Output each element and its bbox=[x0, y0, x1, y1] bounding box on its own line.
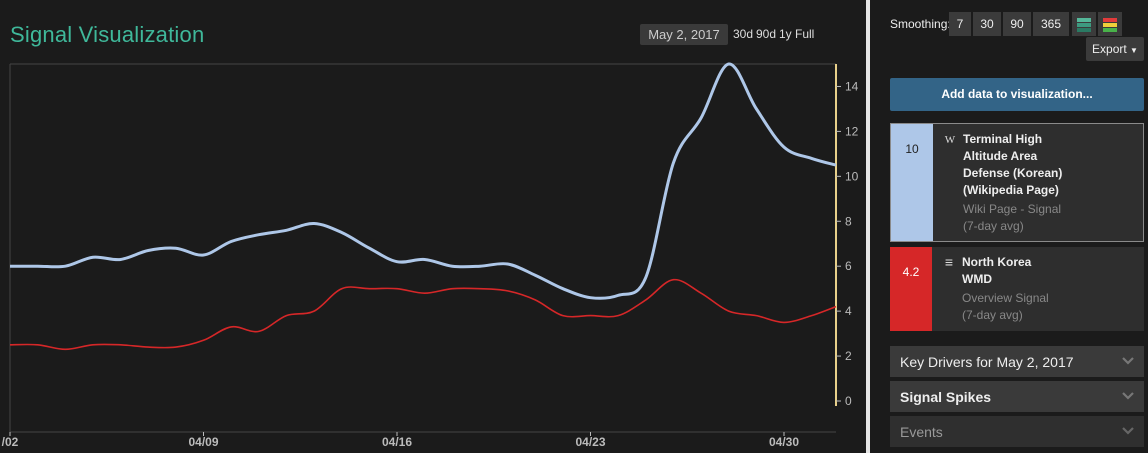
signal-value: 10 bbox=[891, 124, 933, 241]
range-30d-button[interactable]: 30d bbox=[733, 27, 754, 41]
signal-value: 4.2 bbox=[890, 247, 932, 331]
x-tick-label: 04/30 bbox=[769, 435, 799, 449]
smoothing-90-button[interactable]: 90 bbox=[1003, 12, 1031, 36]
x-tick-label: /02 bbox=[2, 435, 19, 449]
series-line-north-korea bbox=[9, 278, 837, 351]
signal-card-north-korea[interactable]: 4.2 ≡ North Korea WMD Overview Signal (7… bbox=[890, 247, 1144, 331]
sidebar: Smoothing: 7 30 90 365 Export ▼ Add data… bbox=[876, 0, 1148, 453]
smoothing-7-button[interactable]: 7 bbox=[949, 12, 971, 36]
list-icon: ≡ bbox=[944, 254, 954, 270]
y-tick-label: 0 bbox=[845, 394, 852, 408]
y-tick-label: 14 bbox=[845, 79, 859, 93]
signal-spikes-accordion[interactable]: Signal Spikes bbox=[890, 381, 1144, 412]
signal-name: North Korea WMD bbox=[962, 255, 1032, 286]
chevron-down-icon bbox=[1122, 357, 1134, 365]
signal-chart[interactable]: 0 2 4 6 8 10 12 14/02 04/09 04/16 04/23 04/30 bbox=[0, 0, 862, 453]
accordion-label: Signal Spikes bbox=[900, 389, 992, 405]
chevron-down-icon bbox=[1122, 427, 1134, 435]
wikipedia-icon: W bbox=[944, 134, 956, 146]
smoothing-label: Smoothing: bbox=[890, 17, 951, 31]
x-tick-label: 04/23 bbox=[575, 435, 605, 449]
scrollbar-thumb[interactable] bbox=[866, 0, 870, 453]
range-1y-button[interactable]: 1y bbox=[779, 27, 792, 41]
smoothing-365-button[interactable]: 365 bbox=[1033, 12, 1069, 36]
y-tick-label: 10 bbox=[845, 169, 859, 183]
x-tick-label: 04/09 bbox=[188, 435, 218, 449]
panel-divider-scrollbar[interactable] bbox=[862, 0, 876, 453]
selected-date-badge[interactable]: May 2, 2017 bbox=[640, 24, 728, 45]
chart-panel: Signal Visualization May 2, 2017 30d 90d… bbox=[0, 0, 862, 453]
export-button[interactable]: Export ▼ bbox=[1086, 37, 1144, 61]
range-full-button[interactable]: Full bbox=[795, 27, 815, 41]
events-accordion[interactable]: Events bbox=[890, 416, 1144, 447]
signal-name: Terminal High Altitude Area Defense (Kor… bbox=[963, 132, 1063, 197]
accordion-label: Events bbox=[900, 424, 943, 440]
smoothing-30-button[interactable]: 30 bbox=[973, 12, 1001, 36]
range-90d-button[interactable]: 90d bbox=[756, 27, 777, 41]
add-data-button[interactable]: Add data to visualization... bbox=[890, 78, 1144, 111]
signal-avg: (7-day avg) bbox=[962, 308, 1023, 322]
y-tick-label: 8 bbox=[845, 214, 852, 228]
multicolor-palette-icon[interactable] bbox=[1098, 12, 1122, 36]
signal-card-thaad[interactable]: 10 W Terminal High Altitude Area Defense… bbox=[890, 123, 1144, 242]
signal-type: Wiki Page - Signal bbox=[963, 202, 1062, 216]
series-line-thaad bbox=[10, 62, 837, 300]
export-label: Export bbox=[1092, 42, 1127, 56]
accordion-label: Key Drivers for May 2, 2017 bbox=[900, 354, 1074, 370]
key-drivers-accordion[interactable]: Key Drivers for May 2, 2017 bbox=[890, 346, 1144, 377]
y-tick-label: 12 bbox=[845, 124, 859, 138]
caret-down-icon: ▼ bbox=[1130, 46, 1138, 55]
y-tick-label: 4 bbox=[845, 304, 852, 318]
chevron-down-icon bbox=[1122, 392, 1134, 400]
y-tick-label: 2 bbox=[845, 349, 852, 363]
signal-avg: (7-day avg) bbox=[963, 219, 1024, 233]
signal-type: Overview Signal bbox=[962, 291, 1049, 305]
x-tick-label: 04/16 bbox=[382, 435, 412, 449]
page-title: Signal Visualization bbox=[10, 22, 205, 47]
green-palette-icon[interactable] bbox=[1072, 12, 1096, 36]
y-tick-label: 6 bbox=[845, 259, 852, 273]
